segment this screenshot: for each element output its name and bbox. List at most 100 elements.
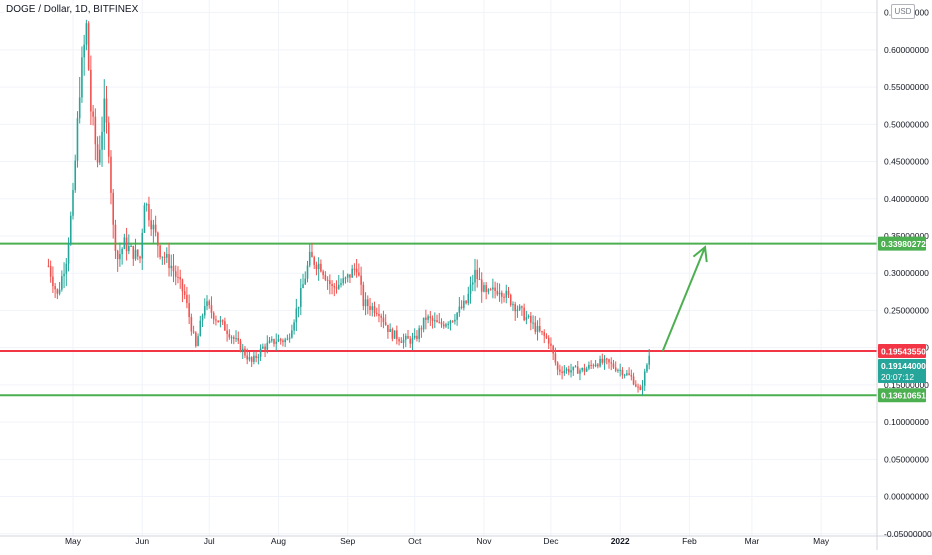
candle-body <box>371 306 374 310</box>
candle-body <box>192 331 195 333</box>
candle-body <box>78 97 81 119</box>
y-tick-label: 0.10000000 <box>884 417 929 427</box>
candle-body <box>96 144 99 163</box>
candle-body <box>322 271 324 276</box>
candle-body <box>418 328 420 339</box>
x-tick-label: May <box>65 536 82 546</box>
candle-body <box>505 290 508 298</box>
candlesticks <box>47 19 650 396</box>
candle-body <box>99 149 101 163</box>
candle-body <box>527 315 530 318</box>
candle-body <box>161 256 164 258</box>
y-tick-label: 0.55000000 <box>884 82 929 92</box>
candle-body <box>65 263 68 274</box>
grid <box>0 0 877 536</box>
candle-body <box>389 329 391 332</box>
candle-body <box>87 23 90 70</box>
currency-button[interactable]: USD <box>891 4 915 19</box>
candle-body <box>413 335 416 338</box>
candle-body <box>438 322 441 324</box>
candle-body <box>195 332 197 347</box>
candle-body <box>445 324 447 327</box>
candle-body <box>547 337 550 344</box>
candle-body <box>163 256 166 258</box>
candle-body <box>643 371 646 386</box>
candle-body <box>597 364 599 367</box>
candle-body <box>514 304 516 312</box>
candle-body <box>355 268 358 273</box>
candle-body <box>442 324 445 327</box>
candle-body <box>255 355 257 358</box>
arrow-head <box>692 245 708 263</box>
candle-body <box>391 329 394 339</box>
candle-body <box>614 367 617 371</box>
candle-body <box>554 353 557 363</box>
candle-body <box>639 387 642 390</box>
candle-body <box>85 23 88 45</box>
candle-body <box>360 275 362 285</box>
projection-arrow <box>661 245 708 352</box>
candle-body <box>512 304 514 306</box>
candle-body <box>83 44 85 58</box>
y-tick-label: 0.05000000 <box>884 454 929 464</box>
candle-body <box>132 246 135 259</box>
candle-body <box>485 285 487 293</box>
candle-body <box>233 337 235 339</box>
candle-body <box>186 294 188 304</box>
last-price-label: 0.19144000 <box>881 361 926 371</box>
resistance-price-label-bg <box>878 236 926 251</box>
candle-body <box>599 358 601 367</box>
candle-body <box>61 276 63 290</box>
candle-body <box>253 355 255 362</box>
x-tick-label: Nov <box>476 536 492 546</box>
y-tick-label: 0.00000000 <box>884 492 929 502</box>
candle-body <box>530 315 532 323</box>
candle-body <box>333 285 336 288</box>
candle-body <box>264 346 266 350</box>
candle-body <box>378 313 380 316</box>
candle-body <box>248 357 251 360</box>
candle-body <box>545 335 548 338</box>
candle-body <box>262 346 264 349</box>
candle-body <box>125 237 128 252</box>
candle-body <box>246 355 248 360</box>
candle-body <box>498 292 501 295</box>
candle-body <box>543 332 546 336</box>
candle-body <box>288 337 291 339</box>
candle-body <box>458 306 461 313</box>
candle-body <box>523 307 525 321</box>
y-tick-labels: 0.650000000.600000000.550000000.50000000… <box>884 8 932 539</box>
candle-body <box>295 308 298 323</box>
candle-body <box>306 265 309 279</box>
candle-body <box>190 316 193 332</box>
candle-body <box>346 274 349 278</box>
candle-body <box>576 366 579 374</box>
candle-body <box>559 369 561 372</box>
candle-body <box>608 359 610 363</box>
candle-body <box>228 334 231 338</box>
candle-body <box>373 306 376 313</box>
x-tick-label: Jun <box>135 536 149 546</box>
x-tick-label: Jul <box>204 536 215 546</box>
candle-body <box>434 320 436 322</box>
last-price-label-bg <box>878 359 926 384</box>
candle-body <box>534 322 537 332</box>
candle-body <box>141 232 144 259</box>
candle-body <box>268 340 271 343</box>
candle-body <box>219 320 222 323</box>
candle-body <box>217 320 219 323</box>
candle-body <box>241 348 244 352</box>
candle-body <box>358 272 360 276</box>
x-tick-label: 2022 <box>611 536 630 546</box>
candle-body <box>402 339 405 343</box>
candle-body <box>353 268 356 270</box>
candle-body <box>447 323 449 325</box>
pivot-price-label-bg <box>878 344 926 359</box>
candle-body <box>320 263 322 272</box>
candle-body <box>197 336 199 347</box>
candle-body <box>317 263 320 270</box>
candle-body <box>313 257 315 265</box>
